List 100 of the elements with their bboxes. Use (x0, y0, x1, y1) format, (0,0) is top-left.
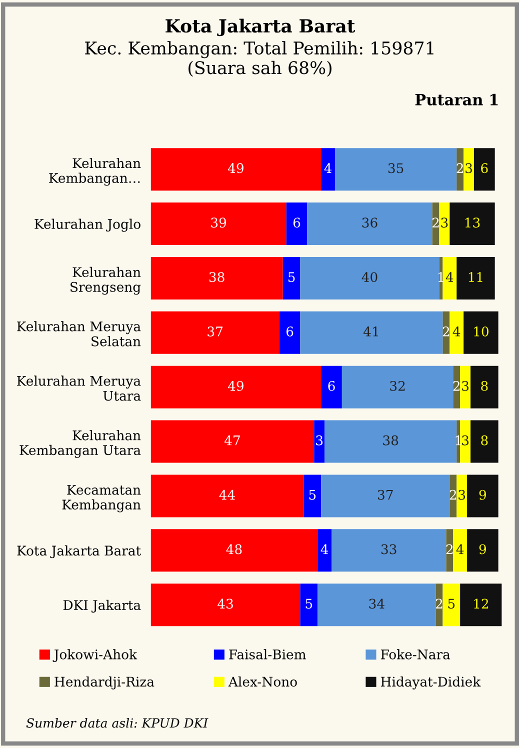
bar (318, 529, 332, 572)
bar (460, 366, 471, 408)
data-label: 37 (208, 326, 223, 336)
data-label: 37 (378, 490, 393, 500)
data-label: 4 (446, 272, 454, 282)
data-label: 35 (388, 163, 404, 174)
data-label: 4 (456, 544, 464, 554)
data-label: 2 (432, 218, 439, 228)
y-tick-label: Kelurahan Srengseng (70, 266, 141, 295)
data-label: 9 (479, 490, 486, 500)
data-label: 6 (293, 218, 300, 228)
data-label: 5 (306, 598, 312, 609)
bar (442, 311, 450, 354)
bar (442, 256, 457, 300)
data-label: 38 (209, 272, 224, 282)
bar (460, 420, 471, 463)
bar (324, 420, 457, 463)
bar (150, 256, 283, 300)
data-label: 6 (481, 163, 488, 174)
bar (439, 202, 450, 246)
data-label: 13 (465, 218, 480, 228)
data-label: 49 (228, 163, 244, 174)
bar (279, 311, 300, 354)
data-label: 3 (462, 380, 469, 391)
y-tick-label: Kelurahan Joglo (34, 218, 140, 232)
bar (321, 474, 450, 518)
data-label: 10 (474, 326, 488, 336)
data-label: 3 (466, 163, 472, 174)
bar (321, 148, 335, 191)
data-label: 32 (390, 380, 405, 391)
bar (442, 584, 460, 626)
data-label: 41 (363, 326, 378, 336)
y-tick-label: DKI Jakarta (63, 600, 141, 613)
bar (460, 584, 502, 626)
bar (453, 529, 468, 572)
data-label: 44 (219, 490, 235, 500)
bar (450, 202, 495, 246)
bar (150, 311, 280, 354)
bar (150, 366, 322, 408)
text: Putaran 1 (415, 94, 498, 106)
bar (446, 529, 454, 572)
data-label: 2 (442, 326, 450, 336)
legend-label: Hidayat-Didiek (380, 676, 481, 690)
data-label: 38 (383, 435, 398, 446)
data-label: 47 (224, 435, 240, 446)
bar (450, 474, 457, 518)
bar (286, 202, 308, 246)
data-label: 2 (436, 598, 442, 608)
data-label: 2 (446, 544, 453, 554)
y-tick-label: Kecamatan Kembangan (62, 484, 141, 512)
bar (464, 311, 498, 354)
bar (300, 311, 443, 354)
data-label: 49 (228, 380, 244, 391)
data-label: 3 (441, 218, 448, 228)
bar (304, 474, 322, 518)
legend-label: Faisal-Biem (229, 649, 306, 660)
chart-subtitle: Kec. Kembangan: Total Pemilih: 159871 (Suara sah 68%) (85, 41, 434, 77)
y-tick-label: Kelurahan Meruya Utara (17, 376, 141, 401)
bar (342, 366, 454, 408)
data-label: 3 (458, 490, 466, 500)
bar (300, 584, 318, 626)
bar (150, 420, 314, 463)
bar (450, 311, 464, 354)
bar (150, 202, 286, 246)
data-label: 6 (286, 326, 294, 336)
data-label: 4 (320, 544, 328, 554)
bar (456, 148, 464, 191)
data-label: 5 (309, 490, 316, 500)
data-label: 43 (218, 598, 233, 609)
bar (332, 529, 446, 572)
bar (467, 474, 498, 518)
chart-title: Kota Jakarta Barat (166, 18, 356, 36)
data-label: 3 (316, 435, 323, 446)
bar (150, 148, 322, 191)
data-label: 2 (450, 490, 456, 500)
bar (150, 474, 304, 518)
bar (453, 366, 460, 408)
bar (307, 202, 432, 246)
bar (334, 148, 457, 191)
data-label: 6 (328, 380, 335, 391)
data-label: 5 (288, 272, 295, 282)
bar (456, 474, 468, 518)
bar (470, 420, 498, 463)
bar (321, 366, 342, 408)
data-label: 12 (474, 598, 488, 608)
data-label: 11 (468, 272, 482, 282)
bar (474, 148, 495, 191)
bar (470, 366, 498, 408)
text: Sumber data asli: KPUD DKI (26, 718, 208, 728)
legend-label: Foke-Nara (380, 649, 450, 660)
bar (300, 256, 440, 300)
bar (314, 420, 325, 463)
data-label: 4 (452, 326, 460, 336)
bar (150, 584, 300, 626)
data-label: 5 (448, 598, 455, 609)
y-tick-label: Kota Jakarta Barat (17, 545, 141, 558)
bar (467, 529, 498, 572)
data-label: 33 (381, 544, 396, 554)
legend-label: Jokowi-Ahok (52, 649, 138, 662)
bar (318, 584, 436, 626)
